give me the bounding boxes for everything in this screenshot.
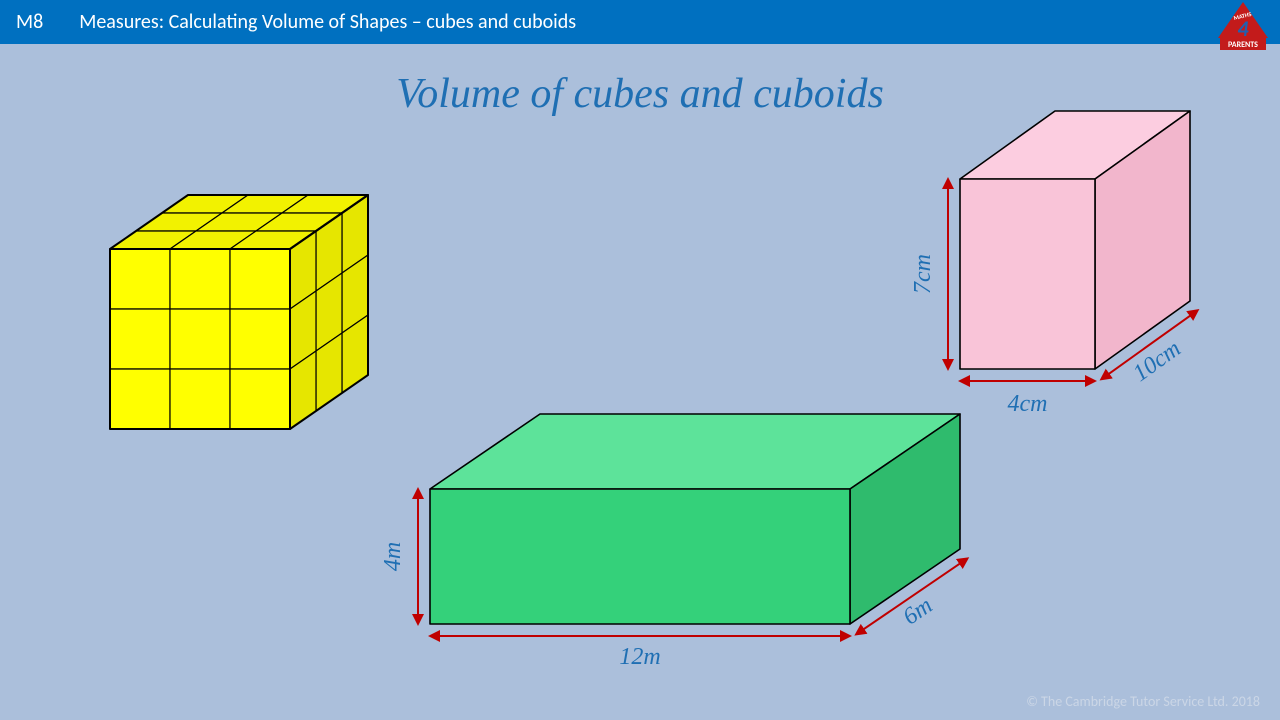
green-cuboid: 12m 4m 6m	[380, 414, 964, 670]
lesson-title: Measures: Calculating Volume of Shapes –…	[79, 10, 576, 34]
copyright-text: © The Cambridge Tutor Service Ltd. 2018	[1026, 693, 1260, 710]
svg-text:4cm: 4cm	[1008, 391, 1048, 417]
logo-digit: 4	[1237, 15, 1249, 42]
pink-cuboid: 4cm 7cm 10cm	[910, 111, 1195, 417]
svg-text:7cm: 7cm	[910, 254, 936, 294]
header-bar: M8 Measures: Calculating Volume of Shape…	[0, 0, 1280, 44]
diagram-stage: 12m 4m 6m 4cm 7cm 10cm	[0, 44, 1280, 720]
yellow-cube	[110, 195, 368, 429]
svg-text:12m: 12m	[619, 644, 660, 670]
lesson-code: M8	[16, 10, 43, 34]
svg-text:4m: 4m	[380, 542, 406, 571]
svg-text:6m: 6m	[899, 592, 938, 630]
svg-text:10cm: 10cm	[1128, 336, 1185, 387]
